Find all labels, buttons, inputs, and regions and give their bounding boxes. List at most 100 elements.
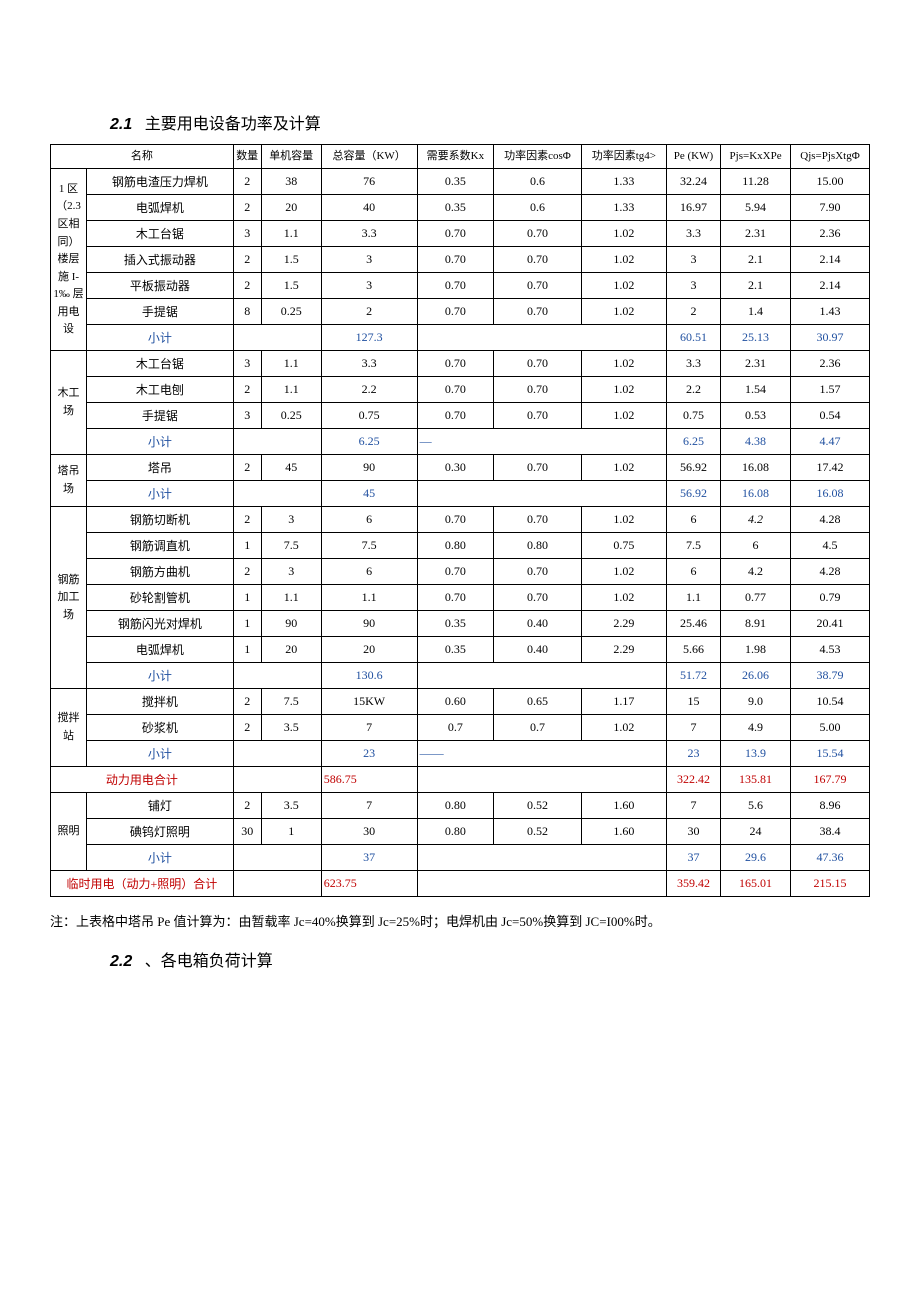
group-label: 塔吊场 — [51, 455, 87, 507]
cell-pjs: 2.31 — [721, 221, 791, 247]
cell-tg: 1.60 — [581, 819, 666, 845]
cell-kx: 0.35 — [417, 169, 493, 195]
cell-total: 127.3 — [321, 325, 417, 351]
cell-tg: 1.02 — [581, 247, 666, 273]
table-row: 插入式振动器21.530.700.701.0232.12.14 — [51, 247, 870, 273]
cell-tg: 1.02 — [581, 455, 666, 481]
cell-total: 45 — [321, 481, 417, 507]
cell-qty: 8 — [233, 299, 261, 325]
cell-pe: 3.3 — [666, 351, 720, 377]
cell-qjs: 1.57 — [790, 377, 869, 403]
cell-total: 23 — [321, 741, 417, 767]
cell-cos: 0.70 — [494, 507, 582, 533]
cell-name: 木工台锯 — [87, 221, 234, 247]
cell-total: 130.6 — [321, 663, 417, 689]
cell-name: 电弧焊机 — [87, 195, 234, 221]
cell-pjs: 24 — [721, 819, 791, 845]
cell-pjs: 4.38 — [721, 429, 791, 455]
cell-pe: 23 — [666, 741, 720, 767]
cell-kx: 0.35 — [417, 611, 493, 637]
cell-tg: 1.02 — [581, 715, 666, 741]
section-title: 、各电箱负荷计算 — [145, 953, 273, 970]
cell-kx: 0.7 — [417, 715, 493, 741]
cell-unit: 45 — [261, 455, 321, 481]
cell-kx: 0.70 — [417, 559, 493, 585]
col-kx: 需要系数Kx — [417, 145, 493, 169]
cell-pjs: 13.9 — [721, 741, 791, 767]
cell-label: 临时用电（动力+照明）合计 — [51, 871, 234, 897]
cell-qty: 2 — [233, 715, 261, 741]
table-row: 砂轮割管机11.11.10.700.701.021.10.770.79 — [51, 585, 870, 611]
cell-total: 90 — [321, 611, 417, 637]
cell-tg: 1.33 — [581, 169, 666, 195]
cell-total: 7.5 — [321, 533, 417, 559]
cell-name: 手提锯 — [87, 299, 234, 325]
cell-qjs: 2.14 — [790, 273, 869, 299]
cell-pjs: 4.2 — [721, 559, 791, 585]
final-total-row: 临时用电（动力+照明）合计623.75359.42165.01215.15 — [51, 871, 870, 897]
cell-pjs: 29.6 — [721, 845, 791, 871]
cell-pe: 6 — [666, 559, 720, 585]
cell-total: 1.1 — [321, 585, 417, 611]
subtotal-row: 小计23——2313.915.54 — [51, 741, 870, 767]
col-pe: Pe (KW) — [666, 145, 720, 169]
cell-pjs: 5.6 — [721, 793, 791, 819]
power-total-row: 动力用电合计586.75322.42135.81167.79 — [51, 767, 870, 793]
cell-subtotal-label: 小计 — [87, 845, 234, 871]
cell-unit: 3 — [261, 507, 321, 533]
cell-cos: 0.52 — [494, 793, 582, 819]
cell-qty: 30 — [233, 819, 261, 845]
cell-pe: 56.92 — [666, 455, 720, 481]
cell-qty: 1 — [233, 611, 261, 637]
cell-qjs: 17.42 — [790, 455, 869, 481]
cell-unit: 1.1 — [261, 585, 321, 611]
cell-total: 3 — [321, 247, 417, 273]
cell-tg: 1.02 — [581, 585, 666, 611]
cell-cos: 0.70 — [494, 377, 582, 403]
cell-name: 手提锯 — [87, 403, 234, 429]
cell-name: 木工电刨 — [87, 377, 234, 403]
cell-pjs: 16.08 — [721, 481, 791, 507]
cell-pjs: 1.98 — [721, 637, 791, 663]
cell-qty: 1 — [233, 585, 261, 611]
cell-qjs: 0.79 — [790, 585, 869, 611]
col-qjs: Qjs=PjsXtgΦ — [790, 145, 869, 169]
cell-unit: 20 — [261, 195, 321, 221]
cell-pe: 6.25 — [666, 429, 720, 455]
col-tg: 功率因素tg4> — [581, 145, 666, 169]
cell-pe: 15 — [666, 689, 720, 715]
cell-qjs: 4.28 — [790, 559, 869, 585]
cell-qty: 3 — [233, 351, 261, 377]
cell-tg: 0.75 — [581, 533, 666, 559]
col-qty: 数量 — [233, 145, 261, 169]
cell-qty: 2 — [233, 455, 261, 481]
section-heading-1: 2.1 主要用电设备功率及计算 — [110, 110, 870, 134]
table-row: 手提锯30.250.750.700.701.020.750.530.54 — [51, 403, 870, 429]
cell-name: 平板振动器 — [87, 273, 234, 299]
cell-kx: 0.70 — [417, 299, 493, 325]
cell-pe: 7.5 — [666, 533, 720, 559]
cell-pe: 32.24 — [666, 169, 720, 195]
cell-total: 37 — [321, 845, 417, 871]
cell-qjs: 0.54 — [790, 403, 869, 429]
header-row: 名称 数量 单机容量 总容量（KW） 需要系数Kx 功率因素cosΦ 功率因素t… — [51, 145, 870, 169]
cell-qjs: 215.15 — [790, 871, 869, 897]
cell-name: 木工台锯 — [87, 351, 234, 377]
cell-kx: 0.70 — [417, 351, 493, 377]
cell-unit: 0.25 — [261, 299, 321, 325]
table-row: 木工电刨21.12.20.700.701.022.21.541.57 — [51, 377, 870, 403]
cell-tg: 2.29 — [581, 637, 666, 663]
cell-name: 铺灯 — [87, 793, 234, 819]
cell-total: 40 — [321, 195, 417, 221]
cell-pjs: 2.1 — [721, 247, 791, 273]
cell-qjs: 4.47 — [790, 429, 869, 455]
cell-qty: 2 — [233, 169, 261, 195]
cell-unit: 1.1 — [261, 351, 321, 377]
cell-pjs: 165.01 — [721, 871, 791, 897]
table-row: 钢筋调直机17.57.50.800.800.757.564.5 — [51, 533, 870, 559]
cell-total: 90 — [321, 455, 417, 481]
cell-pjs: 5.94 — [721, 195, 791, 221]
cell-total: 3.3 — [321, 221, 417, 247]
cell-kx: 0.35 — [417, 195, 493, 221]
cell-qjs: 20.41 — [790, 611, 869, 637]
